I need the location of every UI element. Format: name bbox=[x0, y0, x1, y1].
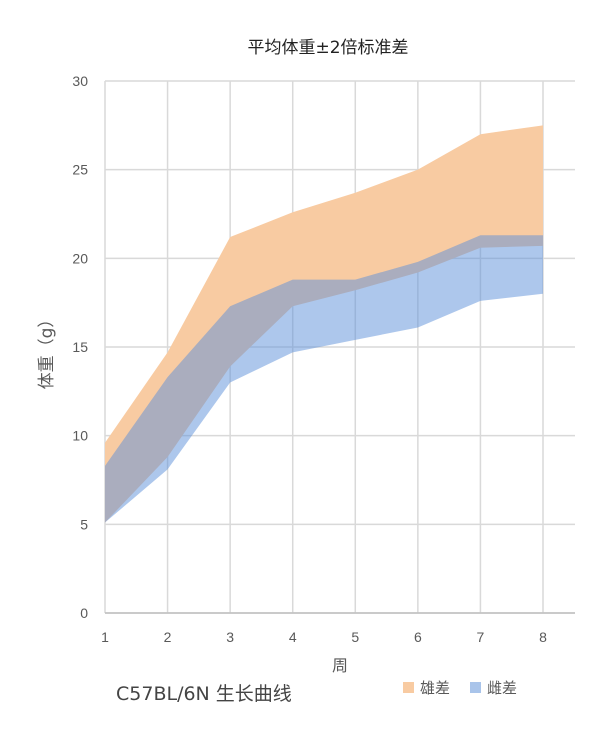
x-tick-label: 7 bbox=[477, 629, 485, 645]
x-tick-label: 2 bbox=[164, 629, 172, 645]
y-axis-label: 体重（g） bbox=[37, 311, 57, 390]
y-tick-label: 0 bbox=[80, 605, 88, 621]
footer-caption: C57BL/6N 生长曲线 bbox=[116, 683, 292, 705]
legend-swatch-female bbox=[470, 682, 482, 693]
legend-item-female: 雌差 bbox=[470, 677, 517, 698]
y-tick-label: 5 bbox=[80, 516, 88, 532]
x-tick-label: 8 bbox=[539, 629, 547, 645]
legend: 雄差 雌差 bbox=[403, 677, 517, 698]
x-tick-label: 3 bbox=[226, 629, 234, 645]
x-tick-label: 1 bbox=[101, 629, 109, 645]
bands bbox=[105, 125, 543, 523]
legend-swatch-male bbox=[403, 682, 414, 693]
y-tick-label: 20 bbox=[72, 250, 88, 266]
x-tick-label: 6 bbox=[414, 629, 422, 645]
x-axis-label: 周 bbox=[332, 656, 348, 675]
legend-label-female: 雌差 bbox=[487, 679, 518, 697]
legend-label-male: 雄差 bbox=[420, 679, 451, 697]
x-tick-label: 4 bbox=[289, 629, 297, 645]
chart-title: 平均体重±2倍标准差 bbox=[247, 38, 408, 58]
y-tick-label: 25 bbox=[72, 162, 88, 178]
band-male bbox=[105, 125, 543, 523]
x-tick-label: 5 bbox=[351, 629, 359, 645]
ticks: 0 5 10 15 20 25 30 1 2 3 4 5 6 7 8 bbox=[72, 73, 547, 645]
y-tick-label: 10 bbox=[72, 428, 88, 444]
band-female bbox=[105, 235, 543, 523]
y-tick-label: 15 bbox=[72, 339, 88, 355]
y-tick-label: 30 bbox=[72, 73, 88, 89]
legend-item-male: 雄差 bbox=[403, 677, 450, 698]
